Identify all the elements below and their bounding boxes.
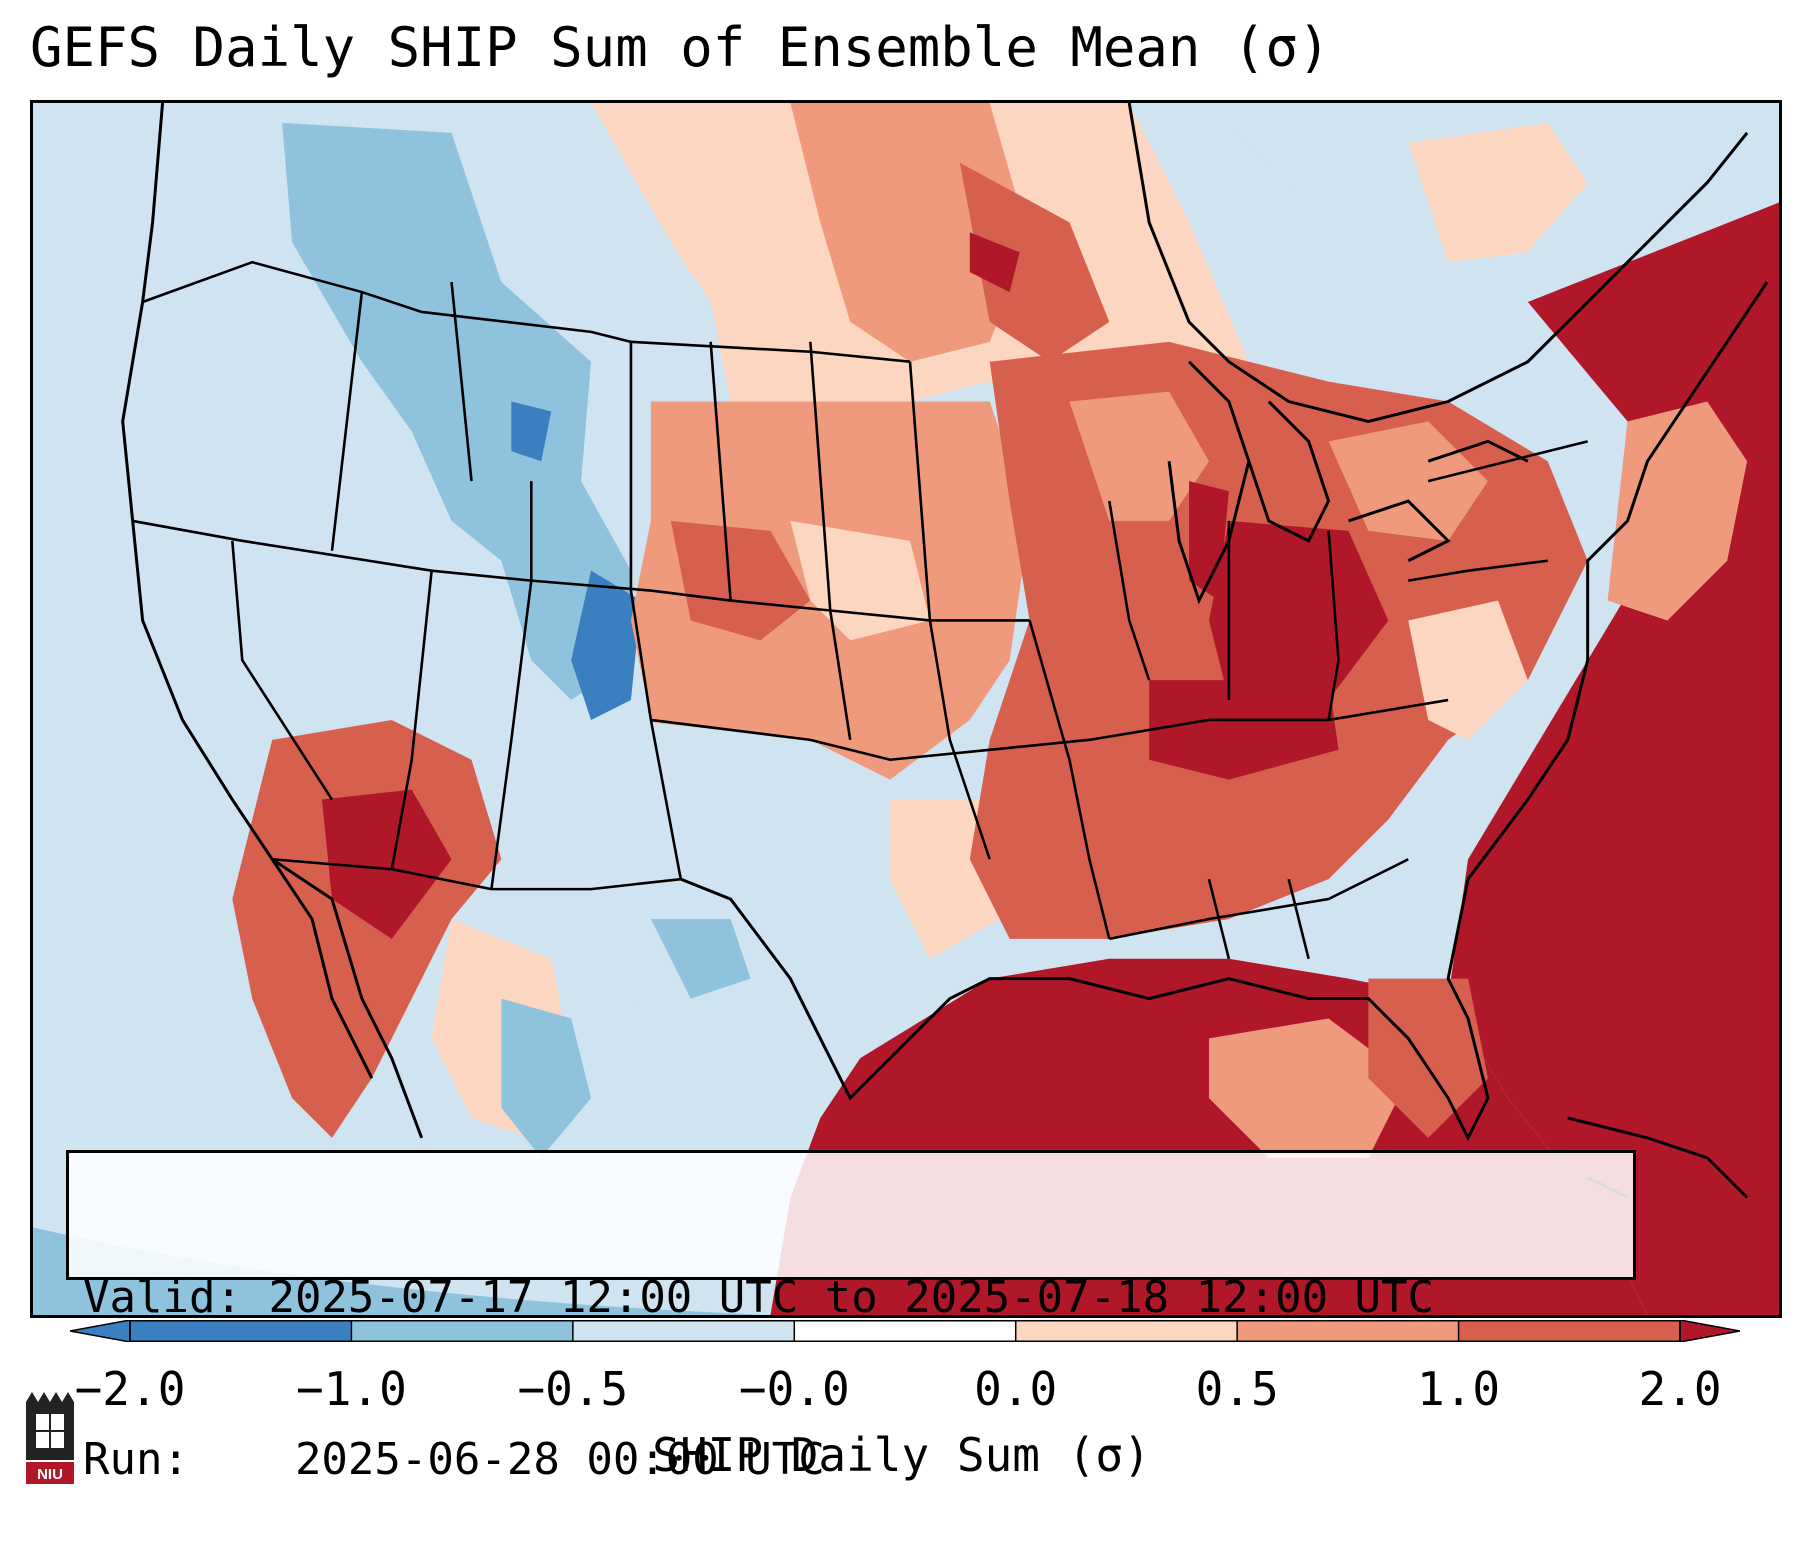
colorbar-segment <box>794 1320 1017 1342</box>
western-us-region <box>122 103 651 860</box>
state-boundaries <box>132 260 1588 960</box>
colorbar-label: SHIP Daily Sum (σ) <box>652 1428 1151 1482</box>
arizona-strong-positive <box>322 789 452 939</box>
pacific-anomaly-region <box>33 1227 771 1315</box>
texas-negative-pocket <box>650 918 751 999</box>
colorbar-tick-label: −2.0 <box>74 1362 186 1416</box>
logo-band <box>26 1462 74 1484</box>
colorbar-tick-label: −0.5 <box>517 1362 629 1416</box>
gulf-moderate-patch <box>1208 1018 1409 1158</box>
kansas-positive <box>670 520 811 641</box>
texas-region <box>491 719 990 1099</box>
colorbar-extend-low <box>70 1320 131 1342</box>
colorbar <box>70 1320 1740 1342</box>
rockies-negative-anomaly <box>282 122 631 701</box>
southwest-positive <box>232 719 502 1138</box>
quebec-positive <box>1408 122 1588 263</box>
wisconsin-moderate <box>1069 391 1209 521</box>
valid-run-info-box: Valid: 2025-07-17 12:00 UTC to 2025-07-1… <box>66 1150 1636 1485</box>
run-value: 2025-06-28 00:00 UTC <box>294 1434 825 1485</box>
colorbar-segment <box>130 1320 352 1342</box>
colorbar-segment <box>1237 1320 1460 1342</box>
run-row: Run: 2025-06-28 00:00 UTC <box>83 1433 1633 1487</box>
virginia-neutral <box>1408 600 1528 740</box>
colorbar-segment <box>351 1320 574 1342</box>
east-texas-neutral <box>890 799 1000 959</box>
logo-text: NIU <box>37 1466 63 1483</box>
colorbar-tick-label: −1.0 <box>296 1362 407 1416</box>
map-title: GEFS Daily SHIP Sum of Ensemble Mean (σ) <box>30 16 1331 79</box>
mexico-negative <box>501 998 592 1158</box>
valid-row: Valid: 2025-07-17 12:00 UTC to 2025-07-1… <box>83 1271 1633 1325</box>
colorbar-tick-label: 1.0 <box>1417 1362 1501 1416</box>
colorbar-tick-label: 0.5 <box>1195 1362 1279 1416</box>
ohio-valley-strong <box>1208 520 1389 701</box>
ontario-moderate <box>1328 421 1488 541</box>
dakotas-positive <box>790 103 1030 362</box>
colorbar-tick-label: 0.0 <box>974 1362 1058 1416</box>
valid-label: Valid: <box>83 1272 242 1323</box>
colorado-strong-negative <box>571 570 641 720</box>
colorbar-segment <box>1458 1320 1681 1342</box>
niu-logo: NIU <box>26 1392 74 1484</box>
idaho-negative-pocket <box>511 401 552 462</box>
minnesota-positive <box>959 162 1110 362</box>
ship-anomaly-map <box>33 103 1779 1315</box>
coastlines <box>121 103 1769 1199</box>
atlantic-moderate-band <box>1607 401 1748 621</box>
run-label: Run: <box>83 1434 189 1485</box>
lake-michigan-strong <box>1189 481 1229 601</box>
colorbar-tick-label: 2.0 <box>1638 1362 1722 1416</box>
map-panel <box>30 100 1782 1318</box>
valid-value: 2025-07-17 12:00 UTC to 2025-07-18 12:00… <box>268 1272 1435 1323</box>
colorbar-segment <box>1015 1320 1238 1342</box>
florida-positive <box>1368 978 1488 1138</box>
colorbar-segment <box>572 1320 795 1342</box>
tennessee-strong <box>1149 680 1339 780</box>
colorbar-extend-high <box>1679 1320 1740 1342</box>
colorbar-tick-label: −0.0 <box>738 1362 850 1416</box>
